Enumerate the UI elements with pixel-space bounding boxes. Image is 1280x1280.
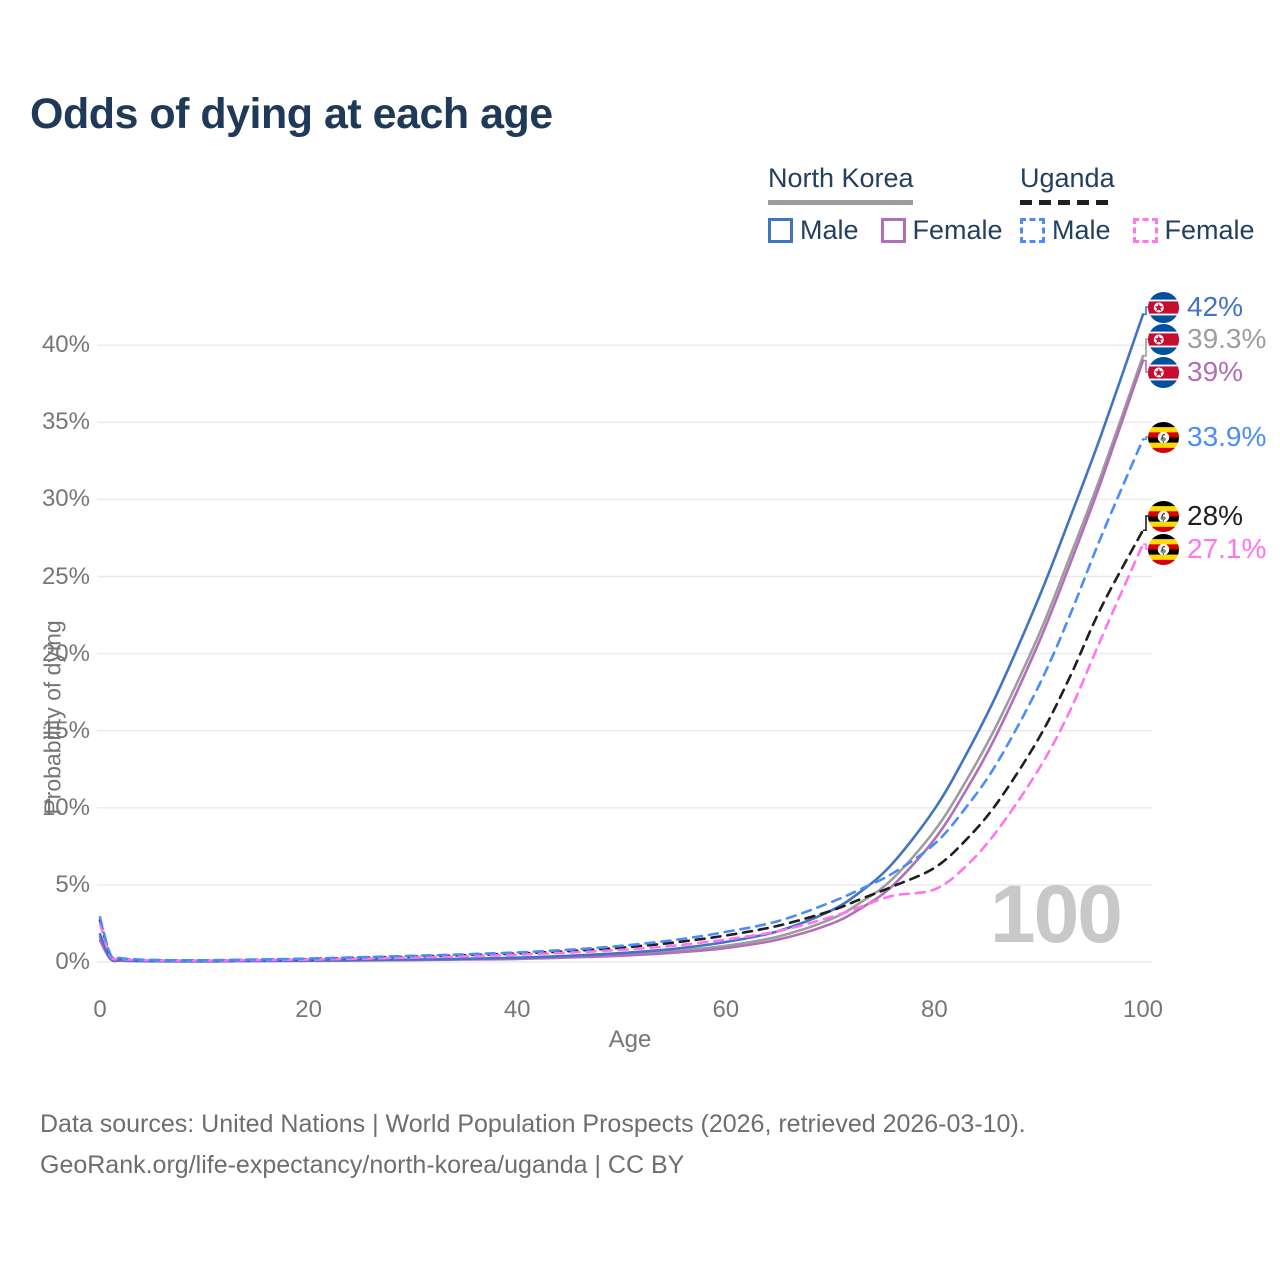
age-counter-watermark: 100	[990, 869, 1123, 960]
legend-item-label: Male	[800, 215, 859, 245]
end-value-label: 39%	[1187, 356, 1244, 387]
y-tick-label: 25%	[41, 562, 90, 590]
legend-group-uganda: Uganda Male Female	[1020, 163, 1255, 246]
end-value-label: 42%	[1187, 291, 1244, 322]
legend: North Korea Male Female Uganda Male Female	[0, 0, 1280, 250]
end-value-label: 33.9%	[1187, 421, 1267, 452]
legend-group-title-north-korea: North Korea	[768, 163, 914, 193]
north-korea-flag-icon	[1148, 291, 1179, 323]
x-tick-label: 40	[503, 996, 531, 1023]
legend-underline-north-korea	[768, 200, 913, 205]
end-label-north-korea-male: 42%	[1148, 290, 1243, 324]
y-tick-label: 20%	[41, 639, 90, 667]
legend-checkbox-north-korea-female[interactable]	[880, 218, 906, 243]
x-tick-label: 100	[1122, 996, 1164, 1023]
legend-group-title-uganda: Uganda	[1020, 163, 1115, 193]
legend-item-north-korea-female[interactable]: Female	[880, 215, 1003, 246]
uganda-flag-icon	[1148, 500, 1179, 532]
y-tick-label: 0%	[55, 948, 90, 975]
footer-attribution: GeoRank.org/life-expectancy/north-korea/…	[40, 1151, 685, 1179]
footer-data-sources: Data sources: United Nations | World Pop…	[40, 1110, 1026, 1138]
page-title: Odds of dying at each age	[30, 90, 553, 138]
legend-checkbox-uganda-male[interactable]	[1020, 218, 1045, 243]
legend-item-uganda-female[interactable]: Female	[1132, 215, 1255, 246]
legend-item-uganda-male[interactable]: Male	[1020, 215, 1111, 246]
x-axis-title: Age	[608, 1026, 652, 1053]
legend-item-label: Female	[912, 215, 1003, 245]
north-korea-flag-icon	[1148, 323, 1179, 355]
series-line-uganda-male	[98, 438, 1145, 962]
north-korea-flag-icon	[1148, 356, 1179, 388]
legend-item-label: Male	[1052, 215, 1111, 245]
uganda-flag-icon	[1148, 533, 1179, 565]
y-axis-title: Probability of dying	[39, 620, 66, 815]
x-tick-label: 60	[712, 996, 740, 1023]
legend-checkbox-uganda-female[interactable]	[1132, 218, 1158, 243]
series-line-north-korea-female	[98, 359, 1145, 963]
end-label-uganda-male: 33.9%	[1148, 420, 1266, 454]
legend-item-north-korea-male[interactable]: Male	[768, 215, 859, 246]
legend-underline-uganda	[1020, 200, 1108, 205]
x-tick-label: 20	[295, 996, 322, 1023]
y-tick-label: 40%	[41, 331, 90, 359]
y-tick-label: 30%	[41, 485, 90, 513]
y-tick-label: 15%	[41, 716, 90, 744]
end-value-label: 39.3%	[1187, 323, 1267, 354]
end-label-north-korea-all: 39.3%	[1148, 322, 1266, 356]
y-tick-label: 35%	[41, 408, 90, 436]
legend-item-label: Female	[1164, 215, 1255, 245]
y-tick-label: 5%	[55, 870, 90, 898]
series-line-uganda-female	[98, 542, 1145, 962]
x-tick-label: 0	[93, 996, 107, 1023]
series-line-north-korea-all	[98, 354, 1145, 963]
end-value-label: 27.1%	[1187, 533, 1267, 564]
end-label-uganda-all: 28%	[1148, 499, 1243, 533]
footer: Data sources: United Nations | World Pop…	[40, 1104, 1026, 1186]
legend-checkbox-north-korea-male[interactable]	[768, 218, 793, 243]
series-line-north-korea-male	[98, 313, 1145, 963]
legend-group-north-korea: North Korea Male Female	[768, 163, 1003, 246]
x-tick-label: 80	[921, 996, 948, 1023]
end-label-uganda-female: 27.1%	[1148, 532, 1266, 566]
uganda-flag-icon	[1148, 421, 1179, 453]
end-label-north-korea-female: 39%	[1148, 355, 1243, 389]
y-tick-label: 10%	[41, 793, 90, 821]
end-value-label: 28%	[1187, 500, 1244, 531]
